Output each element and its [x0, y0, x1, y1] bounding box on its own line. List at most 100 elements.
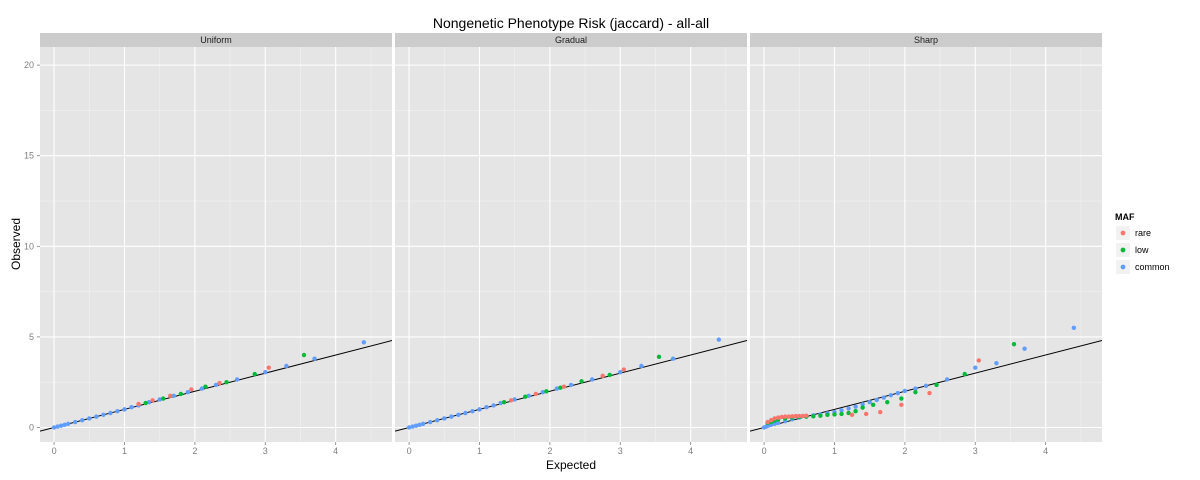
point-common: [73, 419, 78, 425]
point-common: [420, 421, 426, 427]
point-common: [568, 382, 574, 388]
facet-strip: [395, 33, 747, 47]
point-low: [656, 354, 662, 360]
point-common: [477, 407, 482, 412]
facet-strip-label: Gradual: [555, 35, 587, 45]
point-rare: [775, 415, 781, 420]
panel-gradual: Gradual 0 1 2 3 4: [395, 33, 747, 456]
x-tick-label: 0: [762, 446, 767, 456]
point-common: [58, 423, 64, 428]
y-axis-title: Observed: [9, 218, 23, 270]
facet-strip-label: Sharp: [914, 35, 938, 45]
point-common: [62, 422, 67, 427]
point-rare: [621, 367, 626, 372]
point-common: [670, 356, 676, 361]
panel-background: [395, 47, 747, 442]
point-common: [526, 393, 531, 398]
point-common: [772, 421, 777, 427]
point-rare: [783, 414, 788, 419]
point-common: [716, 337, 722, 342]
point-rare: [800, 413, 805, 419]
point-rare: [863, 411, 869, 417]
point-common: [775, 420, 781, 426]
panel-background: [40, 47, 392, 442]
point-rare: [786, 414, 791, 419]
point-low: [203, 384, 208, 389]
x-tick-label: 0: [407, 446, 412, 456]
point-low: [523, 394, 528, 399]
point-common: [944, 377, 950, 382]
point-common: [902, 388, 908, 394]
x-tick-label: 3: [618, 446, 623, 456]
x-tick-label: 3: [263, 446, 268, 456]
facet-panels: Uniform 0 1 2 3 4 0 5 10 15 20 Gradual 0 1 2 3 4 Sharp 0 1 2…: [24, 33, 1102, 456]
point-common: [639, 363, 644, 369]
y-tick-label: 15: [24, 151, 34, 161]
point-common: [51, 425, 57, 430]
point-common: [839, 408, 844, 413]
point-low: [252, 371, 257, 377]
point-common: [874, 397, 879, 403]
point-common: [456, 412, 461, 418]
point-common: [361, 340, 367, 345]
legend-label: low: [1135, 245, 1149, 255]
point-low: [224, 380, 229, 385]
point-common: [994, 360, 999, 366]
point-low: [846, 410, 851, 416]
x-tick-label: 2: [547, 446, 552, 456]
point-common: [413, 423, 419, 428]
chart-title: Nongenetic Phenotype Risk (jaccard) - al…: [433, 15, 709, 31]
point-common: [417, 422, 422, 427]
point-low: [818, 413, 823, 418]
point-low: [913, 389, 918, 395]
point-common: [87, 416, 92, 421]
point-low: [825, 412, 830, 418]
point-rare: [899, 402, 904, 408]
point-low: [579, 379, 584, 384]
y-tick-label: 5: [29, 332, 34, 342]
point-common: [846, 406, 851, 411]
facet-strip: [750, 33, 1102, 47]
point-rare: [797, 413, 802, 419]
point-rare: [217, 380, 222, 386]
point-rare: [189, 387, 194, 392]
point-common: [484, 405, 489, 410]
point-common: [263, 370, 268, 375]
x-tick-label: 2: [902, 446, 907, 456]
point-rare: [168, 393, 173, 398]
legend-title: MAF: [1115, 212, 1135, 222]
legend-label: common: [1135, 262, 1170, 272]
point-common: [213, 382, 219, 388]
point-common: [108, 410, 113, 416]
point-low: [1011, 341, 1017, 347]
point-common: [540, 389, 546, 395]
point-rare: [976, 358, 981, 363]
legend-marker-common: [1120, 264, 1126, 270]
point-common: [435, 418, 440, 423]
point-common: [449, 414, 454, 419]
point-common: [973, 365, 978, 370]
point-common: [157, 397, 162, 402]
point-common: [470, 408, 475, 414]
legend-label: rare: [1135, 228, 1151, 238]
point-low: [501, 399, 507, 405]
point-common: [410, 424, 415, 429]
point-common: [146, 399, 152, 405]
point-rare: [600, 373, 605, 379]
point-common: [284, 363, 289, 369]
x-tick-label: 4: [333, 446, 338, 456]
legend-item-low: low: [1116, 243, 1149, 257]
point-common: [491, 403, 496, 408]
point-low: [899, 396, 904, 401]
point-common: [498, 400, 503, 406]
point-common: [913, 386, 918, 391]
point-common: [428, 419, 433, 425]
panel-sharp: Sharp 0 1 2 3 4: [750, 33, 1102, 456]
point-common: [122, 407, 127, 412]
point-rare: [779, 414, 784, 420]
point-low: [853, 408, 858, 414]
point-low: [607, 372, 612, 378]
point-low: [885, 399, 890, 405]
point-low: [301, 352, 307, 358]
point-rare: [136, 401, 141, 407]
